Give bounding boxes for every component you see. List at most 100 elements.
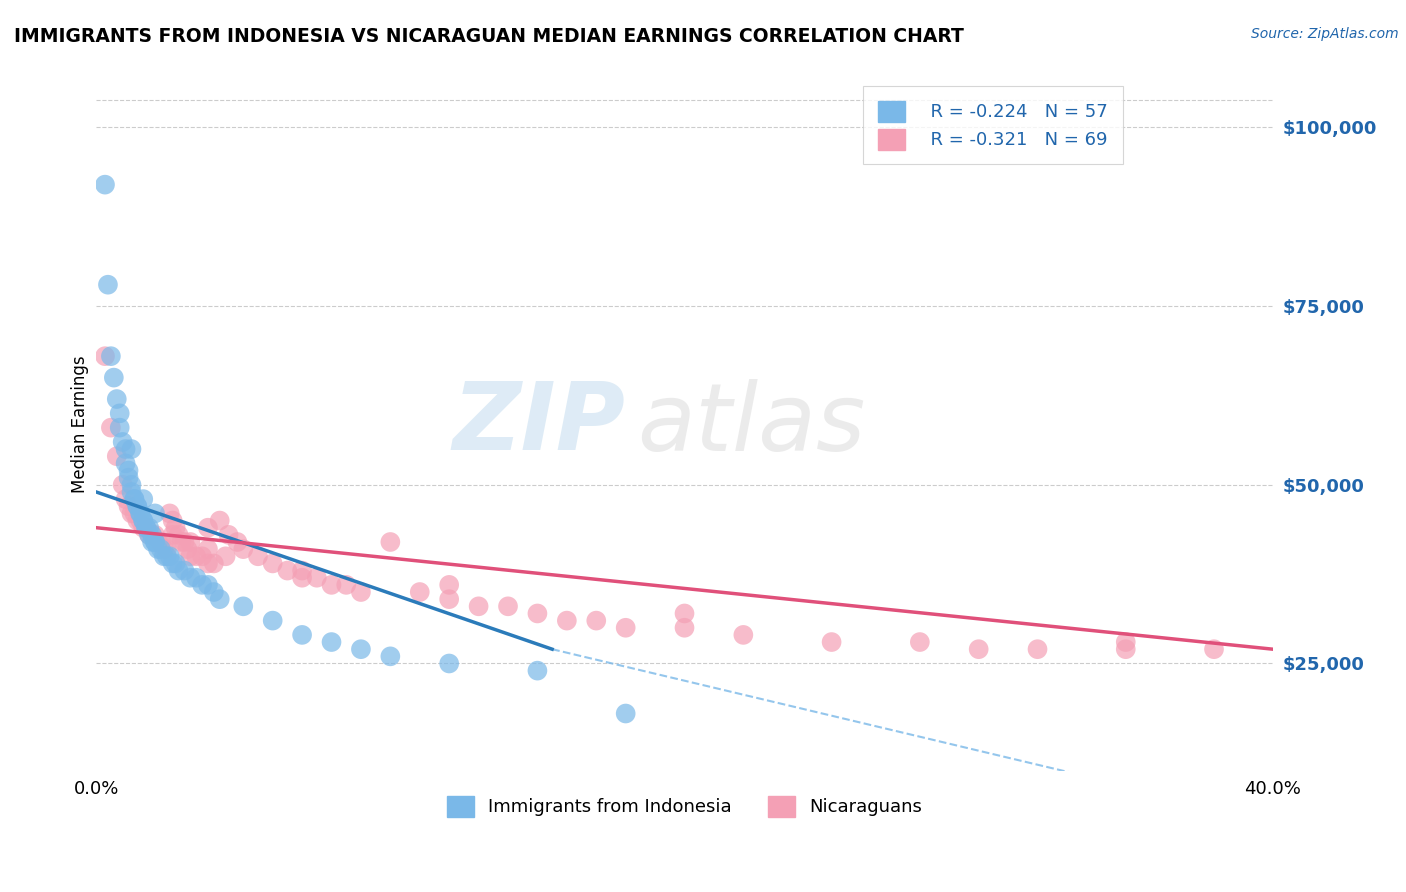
Point	[141, 528, 163, 542]
Point	[526, 607, 548, 621]
Point	[305, 571, 328, 585]
Point	[94, 349, 117, 363]
Point	[1026, 642, 1049, 657]
Point	[197, 578, 219, 592]
Point	[908, 635, 931, 649]
Point	[820, 635, 842, 649]
Point	[108, 420, 131, 434]
Point	[291, 571, 314, 585]
Point	[1202, 642, 1225, 657]
Point	[159, 549, 181, 564]
Point	[114, 492, 136, 507]
Point	[121, 507, 143, 521]
Point	[143, 535, 166, 549]
Point	[167, 564, 190, 578]
Text: Source: ZipAtlas.com: Source: ZipAtlas.com	[1251, 27, 1399, 41]
Point	[129, 514, 152, 528]
Point	[159, 507, 181, 521]
Point	[127, 514, 149, 528]
Point	[614, 621, 637, 635]
Point	[262, 557, 284, 571]
Point	[135, 521, 157, 535]
Point	[162, 557, 184, 571]
Point	[135, 521, 157, 535]
Point	[141, 528, 163, 542]
Point	[437, 592, 460, 607]
Point	[143, 535, 166, 549]
Point	[350, 642, 373, 657]
Point	[262, 614, 284, 628]
Legend: Immigrants from Indonesia, Nicaraguans: Immigrants from Indonesia, Nicaraguans	[440, 789, 929, 824]
Point	[409, 585, 432, 599]
Point	[105, 392, 128, 406]
Point	[321, 635, 343, 649]
Point	[127, 500, 149, 514]
Point	[380, 535, 402, 549]
Point	[129, 507, 152, 521]
Point	[673, 621, 696, 635]
Point	[103, 370, 125, 384]
Point	[121, 442, 143, 456]
Point	[124, 507, 146, 521]
Point	[167, 528, 190, 542]
Point	[1115, 635, 1137, 649]
Point	[143, 507, 166, 521]
Point	[153, 549, 176, 564]
Point	[121, 485, 143, 500]
Point	[585, 614, 607, 628]
Point	[173, 535, 195, 549]
Point	[437, 578, 460, 592]
Point	[156, 549, 179, 564]
Point	[179, 535, 201, 549]
Point	[117, 500, 139, 514]
Point	[202, 557, 225, 571]
Point	[162, 528, 184, 542]
Point	[132, 492, 155, 507]
Point	[111, 478, 134, 492]
Point	[124, 492, 146, 507]
Point	[197, 557, 219, 571]
Point	[146, 542, 169, 557]
Point	[232, 599, 254, 614]
Point	[132, 514, 155, 528]
Point	[97, 277, 120, 292]
Point	[179, 571, 201, 585]
Point	[173, 564, 195, 578]
Point	[179, 549, 201, 564]
Point	[380, 649, 402, 664]
Point	[246, 549, 269, 564]
Point	[197, 542, 219, 557]
Point	[132, 514, 155, 528]
Point	[218, 528, 240, 542]
Point	[117, 471, 139, 485]
Point	[555, 614, 578, 628]
Point	[526, 664, 548, 678]
Point	[437, 657, 460, 671]
Point	[143, 528, 166, 542]
Point	[138, 528, 160, 542]
Point	[226, 535, 249, 549]
Point	[967, 642, 990, 657]
Point	[335, 578, 357, 592]
Point	[232, 542, 254, 557]
Point	[114, 442, 136, 456]
Point	[138, 521, 160, 535]
Point	[111, 434, 134, 449]
Point	[208, 592, 231, 607]
Point	[114, 456, 136, 470]
Point	[673, 607, 696, 621]
Point	[176, 542, 198, 557]
Point	[733, 628, 755, 642]
Point	[321, 578, 343, 592]
Point	[138, 528, 160, 542]
Point	[350, 585, 373, 599]
Point	[100, 420, 122, 434]
Point	[108, 406, 131, 420]
Point	[149, 542, 172, 557]
Point	[276, 564, 298, 578]
Point	[105, 449, 128, 463]
Point	[191, 578, 214, 592]
Point	[127, 500, 149, 514]
Text: ZIP: ZIP	[453, 378, 626, 470]
Point	[467, 599, 489, 614]
